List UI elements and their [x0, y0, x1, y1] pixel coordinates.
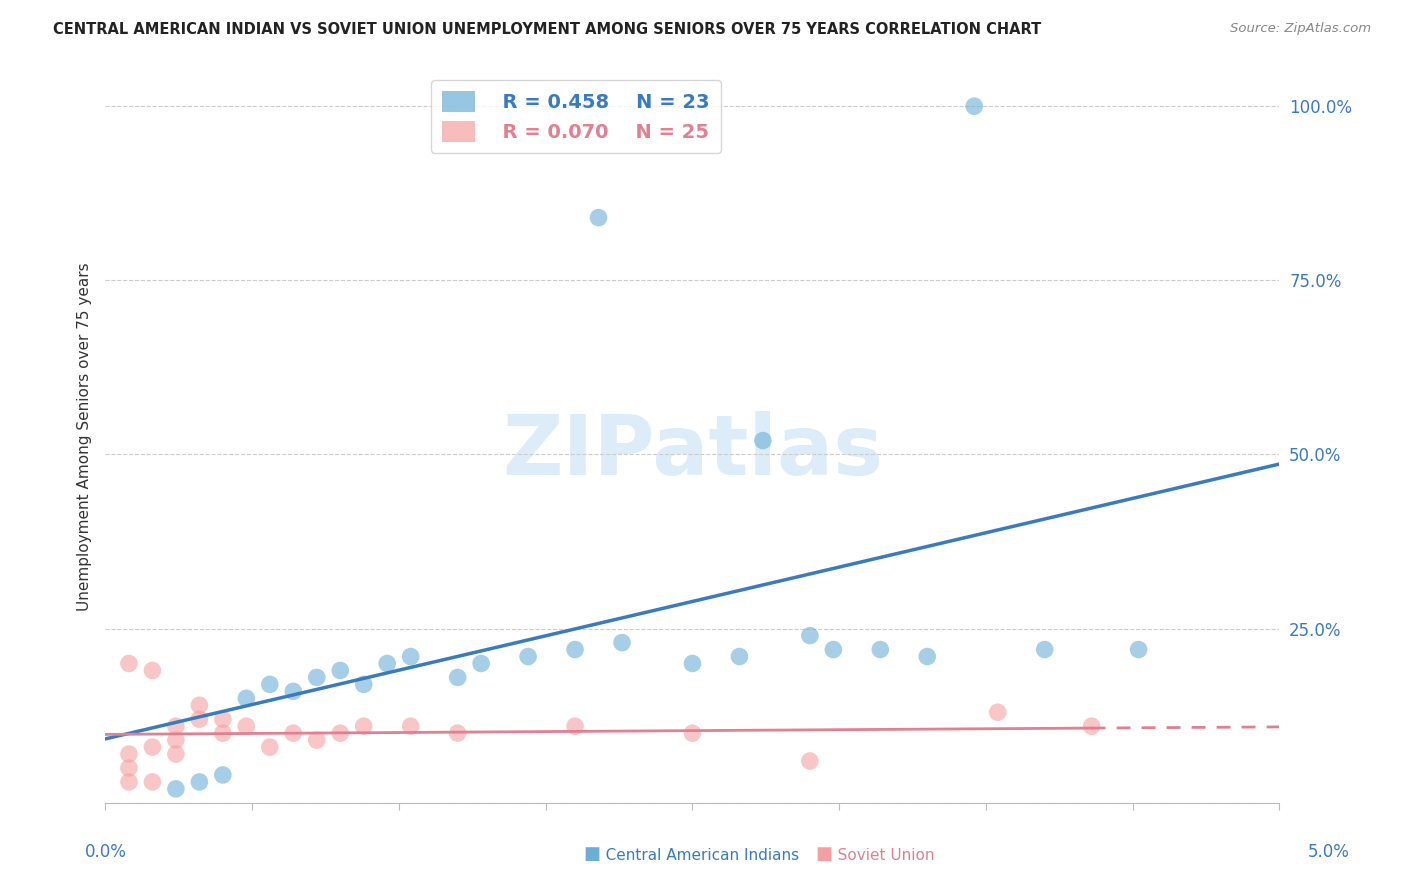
Point	[259, 677, 281, 691]
Point	[329, 664, 352, 678]
Point	[564, 719, 586, 733]
Point	[869, 642, 891, 657]
Text: 5.0%: 5.0%	[1308, 843, 1350, 861]
Point	[353, 677, 375, 691]
Point	[1128, 642, 1150, 657]
Point	[211, 726, 233, 740]
Point	[188, 775, 211, 789]
Point	[235, 691, 257, 706]
Point	[610, 635, 633, 649]
Point	[235, 719, 257, 733]
Point	[305, 733, 328, 747]
Point	[165, 747, 187, 761]
Point	[917, 649, 939, 664]
Text: 0.0%: 0.0%	[84, 843, 127, 861]
Point	[682, 657, 704, 671]
Text: Central American Indians: Central American Indians	[591, 848, 799, 863]
Point	[141, 775, 163, 789]
Point	[211, 768, 233, 782]
Point	[447, 670, 470, 684]
Point	[1080, 719, 1102, 733]
Point	[470, 657, 492, 671]
Point	[259, 740, 281, 755]
Point	[141, 740, 163, 755]
Point	[963, 99, 986, 113]
Point	[165, 781, 187, 796]
Point	[1033, 642, 1056, 657]
Point	[728, 649, 751, 664]
Point	[118, 775, 141, 789]
Point	[823, 642, 845, 657]
Point	[447, 726, 470, 740]
Point	[118, 657, 141, 671]
Point	[799, 754, 821, 768]
Legend:   R = 0.458    N = 23,   R = 0.070    N = 25: R = 0.458 N = 23, R = 0.070 N = 25	[432, 80, 720, 153]
Point	[353, 719, 375, 733]
Point	[305, 670, 328, 684]
Point	[799, 629, 821, 643]
Point	[564, 642, 586, 657]
Point	[283, 684, 305, 698]
Text: Source: ZipAtlas.com: Source: ZipAtlas.com	[1230, 22, 1371, 36]
Point	[682, 726, 704, 740]
Point	[188, 712, 211, 726]
Text: ZIPatlas: ZIPatlas	[502, 411, 883, 492]
Text: Soviet Union: Soviet Union	[823, 848, 934, 863]
Point	[188, 698, 211, 713]
Point	[588, 211, 610, 225]
Point	[399, 719, 422, 733]
Text: ■: ■	[815, 846, 832, 863]
Point	[141, 664, 163, 678]
Point	[165, 719, 187, 733]
Point	[375, 657, 398, 671]
Point	[118, 747, 141, 761]
Point	[517, 649, 540, 664]
Point	[211, 712, 233, 726]
Text: ■: ■	[583, 846, 600, 863]
Y-axis label: Unemployment Among Seniors over 75 years: Unemployment Among Seniors over 75 years	[76, 263, 91, 611]
Point	[987, 705, 1010, 719]
Point	[329, 726, 352, 740]
Point	[752, 434, 775, 448]
Point	[118, 761, 141, 775]
Point	[283, 726, 305, 740]
Point	[165, 733, 187, 747]
Text: CENTRAL AMERICAN INDIAN VS SOVIET UNION UNEMPLOYMENT AMONG SENIORS OVER 75 YEARS: CENTRAL AMERICAN INDIAN VS SOVIET UNION …	[53, 22, 1042, 37]
Point	[399, 649, 422, 664]
